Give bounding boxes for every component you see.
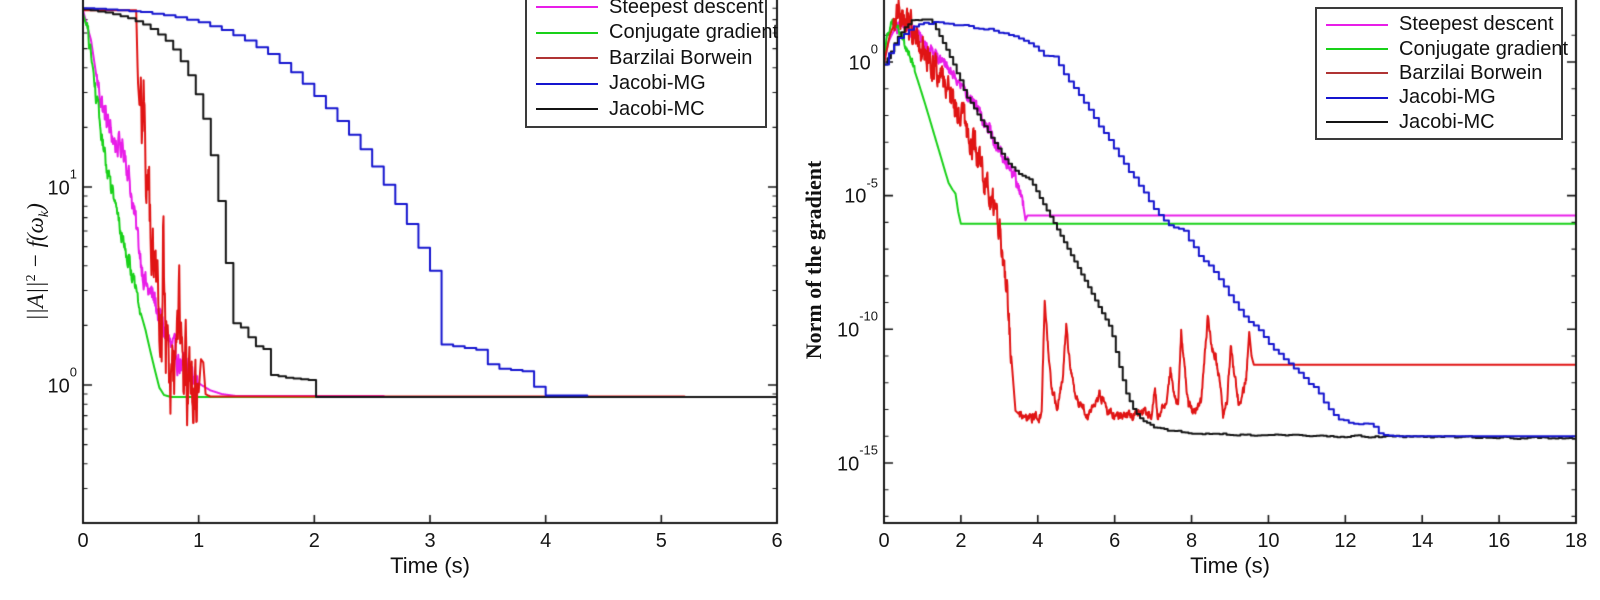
legend-swatch-line — [536, 57, 598, 59]
y-tick-label: 10-15 — [836, 442, 878, 476]
x-tick-label: 6 — [771, 530, 783, 552]
x-axis-label-right-plot: Time (s) — [1190, 553, 1270, 578]
legend-swatch-line — [1326, 23, 1388, 26]
y-tick-label: 100 — [47, 364, 77, 398]
x-tick-label: 10 — [1257, 530, 1280, 552]
y-tick-label: 101 — [47, 166, 77, 200]
x-tick-label: 0 — [77, 530, 89, 552]
x-tick-label: 1 — [193, 530, 205, 552]
x-tick-label: 18 — [1564, 530, 1588, 552]
y-tick-label: 100 — [848, 41, 878, 75]
legend-item-label: Jacobi-MG — [1399, 86, 1496, 109]
legend-item: Jacobi-MC — [1317, 111, 1561, 134]
legend-swatch-line — [536, 31, 598, 34]
y-axis-label-left: ||A||2 − f(ωk) — [23, 203, 52, 321]
y-axis-label-right: Norm of the gradient — [801, 160, 826, 360]
legend-item: Steepest descent — [527, 0, 765, 19]
legend-item-label: Conjugate gradient — [1399, 37, 1569, 60]
x-tick-label: 4 — [1032, 530, 1044, 552]
x-tick-label: 16 — [1487, 530, 1511, 552]
legend-item: Barzilai Borwein — [1317, 62, 1561, 85]
x-tick-label: 8 — [1185, 530, 1198, 552]
legend-item: Jacobi-MC — [527, 98, 765, 121]
legend-item: Conjugate gradient — [527, 21, 778, 44]
legend-item-label: Barzilai Borwein — [1399, 61, 1543, 84]
x-tick-label: 2 — [308, 530, 320, 552]
legend-item-label: Barzilai Borwein — [609, 46, 753, 69]
x-tick-label: 14 — [1411, 530, 1434, 552]
legend-swatch-line — [1326, 121, 1388, 124]
legend-swatch-line — [1326, 96, 1388, 99]
legend-swatch-line — [536, 6, 598, 8]
legend: Steepest descent Conjugate gradient Barzil… — [1315, 7, 1568, 140]
legend-item: Steepest descent — [1317, 13, 1561, 36]
x-tick-label: 0 — [878, 530, 890, 552]
legend-swatch-line — [1326, 72, 1388, 75]
legend-swatch-line — [1326, 48, 1388, 51]
legend-item-label: Jacobi-MC — [1399, 110, 1495, 133]
x-tick-label: 3 — [424, 530, 436, 552]
y-tick-label: 10-5 — [844, 175, 878, 208]
legend-item-label: Conjugate gradient — [609, 21, 779, 43]
legend-swatch-line — [536, 82, 598, 85]
legend-item: Jacobi-MG — [1317, 86, 1561, 109]
legend-item: Conjugate gradient — [1317, 38, 1568, 61]
legend-item: Barzilai Borwein — [527, 47, 765, 70]
x-axis-label-left-plot: Time (s) — [390, 553, 470, 578]
x-tick-label: 12 — [1334, 530, 1357, 552]
legend-item-label: Steepest descent — [609, 0, 764, 18]
x-tick-label: 6 — [1109, 530, 1121, 552]
x-tick-label: 4 — [540, 530, 552, 552]
legend: Steepest descent Conjugate gradient Barzil… — [525, 0, 778, 128]
legend-item-label: Steepest descent — [1399, 13, 1554, 36]
legend-item-label: Jacobi-MG — [609, 72, 706, 94]
y-tick-label: 10-10 — [836, 308, 878, 342]
legend-swatch-line — [536, 108, 598, 110]
x-tick-label: 5 — [655, 530, 667, 552]
legend-item-label: Jacobi-MC — [609, 97, 705, 120]
x-tick-label: 2 — [955, 530, 967, 552]
legend-item: Jacobi-MG — [527, 72, 765, 95]
